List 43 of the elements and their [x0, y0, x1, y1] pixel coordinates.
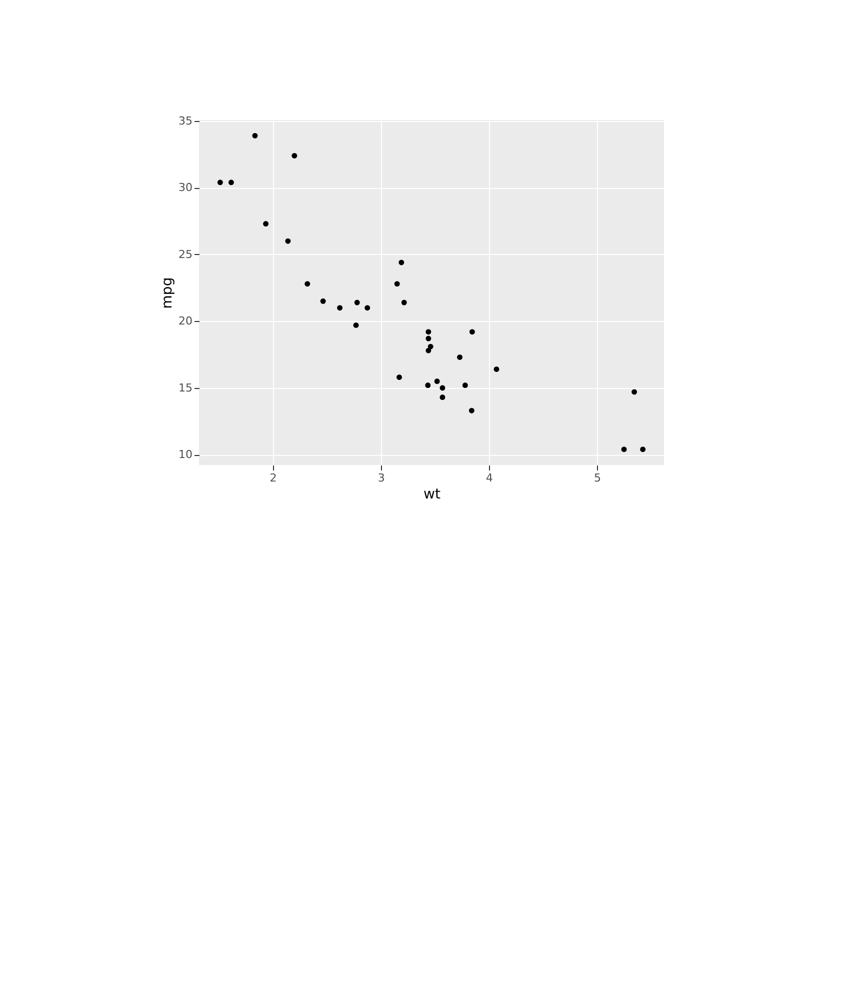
- y-tick-label: 30: [178, 181, 192, 194]
- x-tick-label: 3: [378, 472, 385, 484]
- y-tick-label: 25: [178, 248, 192, 261]
- point: [468, 408, 474, 414]
- y-axis-title: mpg: [160, 277, 176, 309]
- point: [228, 180, 234, 186]
- x-tick-label: 4: [486, 472, 493, 484]
- point: [217, 180, 223, 186]
- point: [337, 305, 343, 311]
- x-tick-label: 2: [270, 472, 277, 484]
- point: [494, 366, 500, 372]
- point: [440, 385, 446, 391]
- point: [440, 394, 446, 400]
- point: [426, 336, 432, 342]
- point: [353, 322, 359, 328]
- point: [396, 374, 402, 380]
- point: [469, 329, 475, 335]
- y-tick-label: 15: [178, 381, 192, 394]
- y-tick-label: 10: [178, 448, 192, 462]
- point: [252, 132, 258, 138]
- point: [457, 354, 462, 360]
- point: [364, 305, 370, 311]
- y-tick-label: 20: [178, 314, 192, 328]
- point: [462, 382, 468, 388]
- point: [426, 348, 432, 354]
- point: [398, 260, 404, 266]
- x-axis-title: wt: [424, 486, 441, 502]
- point: [320, 298, 326, 304]
- point: [263, 221, 269, 226]
- point: [621, 446, 627, 452]
- point: [632, 389, 638, 395]
- point: [354, 300, 360, 306]
- point: [292, 152, 298, 158]
- point: [434, 378, 440, 384]
- point: [640, 446, 646, 452]
- point: [425, 382, 431, 388]
- y-tick-label: 35: [178, 114, 192, 128]
- point: [401, 300, 407, 306]
- point: [426, 329, 432, 335]
- point: [394, 281, 400, 287]
- point: [304, 281, 310, 287]
- point: [285, 238, 291, 244]
- x-tick-label: 5: [594, 472, 601, 484]
